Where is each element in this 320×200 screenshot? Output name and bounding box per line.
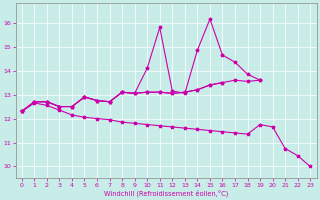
X-axis label: Windchill (Refroidissement éolien,°C): Windchill (Refroidissement éolien,°C): [104, 189, 228, 197]
